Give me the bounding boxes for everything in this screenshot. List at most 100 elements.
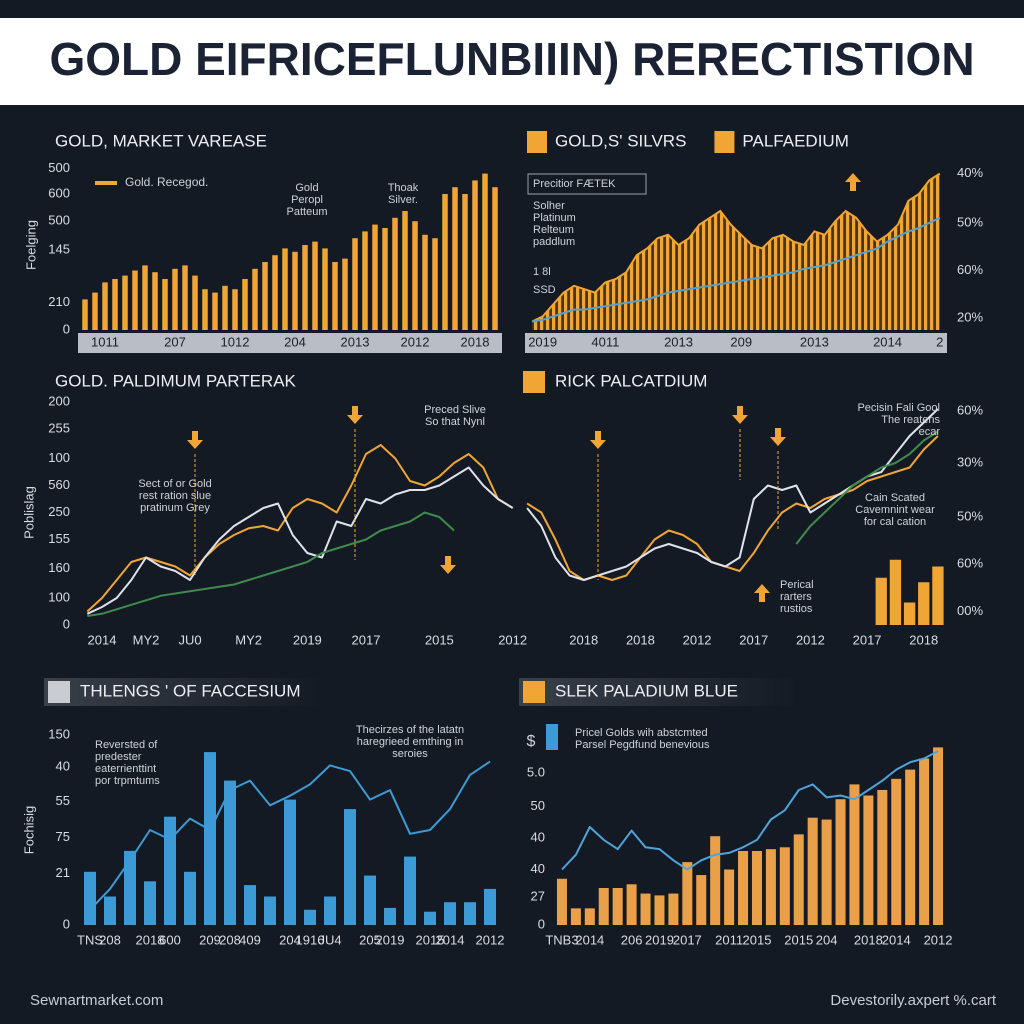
- annotation: Sect of or Gold: [138, 478, 211, 490]
- bar: [738, 851, 749, 925]
- bar: [224, 780, 236, 925]
- bar: [891, 778, 902, 925]
- annotation: Patteum: [287, 206, 328, 218]
- x-tick-label: 2014: [882, 932, 911, 947]
- y-tick-label: 60%: [957, 403, 983, 418]
- bar: [222, 285, 228, 330]
- x-tick-label: 2014: [575, 932, 604, 947]
- y-axis-title: Foelging: [23, 220, 38, 270]
- y-tick-label: 00%: [957, 603, 983, 618]
- bar: [724, 869, 735, 925]
- bar: [821, 819, 832, 925]
- bar: [849, 784, 860, 925]
- annotation: haregrieed emthing in: [357, 736, 463, 748]
- bar: [252, 268, 258, 330]
- y-tick-label: 50%: [957, 508, 983, 523]
- bar: [102, 282, 108, 330]
- x-tick-label: 2013: [800, 334, 829, 349]
- annotation: Silver.: [388, 194, 418, 206]
- bar: [242, 279, 248, 330]
- header-band: [0, 18, 1024, 105]
- y-tick-label: 60%: [957, 262, 983, 277]
- y-tick-label: 500: [48, 160, 70, 175]
- bar: [905, 769, 916, 925]
- y-tick-label: 210: [48, 294, 70, 309]
- x-tick-label: 2018: [136, 932, 165, 947]
- bar: [556, 878, 567, 925]
- bar: [654, 895, 665, 925]
- y-tick-label: 0: [63, 916, 70, 931]
- x-tick-label: MY2: [235, 632, 262, 647]
- x-tick-label: 2015: [425, 632, 454, 647]
- bar: [442, 194, 448, 330]
- bar: [232, 289, 238, 330]
- x-tick-label: 209: [199, 932, 221, 947]
- bar: [668, 893, 679, 925]
- legend-label: Gold. Recegod.: [125, 175, 208, 189]
- x-tick-label: 208: [99, 932, 121, 947]
- chart-title: RICK PALCATDIUM: [555, 371, 707, 390]
- bar: [598, 888, 609, 925]
- bar: [696, 875, 707, 925]
- bar: [918, 582, 930, 625]
- line: [532, 216, 941, 323]
- bar: [432, 238, 438, 330]
- y-tick-label: 200: [48, 394, 70, 409]
- x-tick-label: 2: [936, 334, 943, 349]
- annotation: Thoak: [388, 182, 419, 194]
- legend-swatch: [95, 181, 117, 185]
- bar: [372, 224, 378, 330]
- x-tick-label: 2019: [293, 632, 322, 647]
- legend-label: PALFAEDIUM: [742, 131, 848, 150]
- y-tick-label: 155: [48, 531, 70, 546]
- x-tick-label: 2015: [743, 932, 772, 947]
- x-tick-label: 1916: [296, 932, 325, 947]
- bar: [412, 221, 418, 330]
- bar: [484, 888, 496, 925]
- annotation-box: [527, 173, 647, 195]
- y-tick-label: 100: [48, 589, 70, 604]
- bar: [807, 817, 818, 925]
- annotation: Precitior FÆTEK: [533, 178, 616, 190]
- y-tick-label: 0: [538, 916, 545, 931]
- x-tick-label: 204: [279, 932, 301, 947]
- bar: [124, 850, 136, 925]
- y-tick-label: 255: [48, 421, 70, 436]
- bar: [492, 187, 498, 330]
- bar: [877, 789, 888, 925]
- bar: [464, 902, 476, 925]
- bar: [751, 851, 762, 925]
- x-tick-label: 2011: [715, 932, 743, 947]
- x-tick-label: 2017: [352, 632, 381, 647]
- x-tick-label: MY2: [133, 632, 160, 647]
- x-tick-label: 208: [219, 932, 241, 947]
- annotation: Preced Slive: [424, 404, 486, 416]
- line: [795, 430, 939, 545]
- bar: [392, 217, 398, 330]
- x-tick-label: 204: [816, 932, 838, 947]
- bar: [404, 856, 416, 925]
- chart-title: THLENGS ' OF FACCESIUM: [80, 681, 301, 700]
- y-tick-label: 55: [56, 793, 70, 808]
- x-tick-label: 2018: [626, 632, 655, 647]
- annotation: Thecirzes of the latatn: [356, 724, 464, 736]
- x-tick-label: TNB3: [545, 932, 578, 947]
- annotation: The reatens: [881, 414, 940, 426]
- x-tick-label: 2013: [664, 334, 693, 349]
- title-band: [519, 678, 799, 706]
- annotation: rest ration slue: [139, 490, 211, 502]
- x-tick-label: 2012: [924, 932, 953, 947]
- bar: [172, 268, 178, 330]
- x-tick-label: 2012: [796, 632, 825, 647]
- annotation: pratinum Grey: [140, 502, 210, 514]
- x-tick-label: 2018: [854, 932, 883, 947]
- y-tick-label: 40: [531, 829, 545, 844]
- footer-right: Devestorily.axpert %.cart: [830, 992, 996, 1009]
- annotation: rarters: [780, 591, 812, 603]
- bar: [92, 292, 98, 330]
- bar: [919, 758, 930, 925]
- arrow-icon: [347, 406, 363, 424]
- bar: [304, 909, 316, 925]
- area-edge: [531, 172, 941, 323]
- annotation: Cavemnint wear: [855, 504, 935, 516]
